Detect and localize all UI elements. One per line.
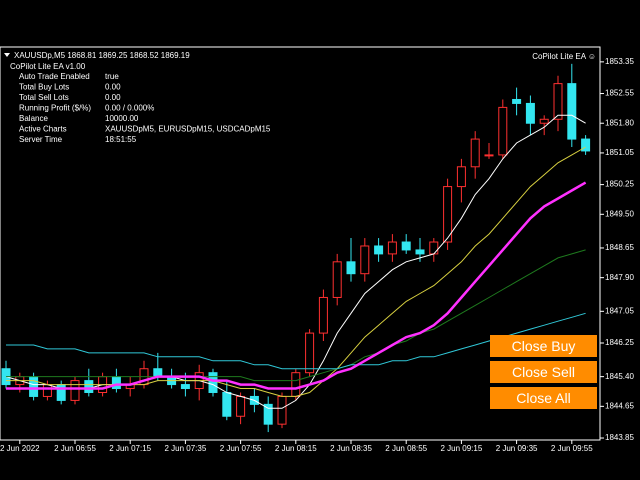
x-tick-label: 2 Jun 08:15 (275, 444, 317, 453)
y-tick-label: 1849.50 (605, 209, 634, 218)
candle-body (208, 372, 218, 393)
candle-body (84, 380, 94, 393)
panel-value: 10000.00 (105, 114, 139, 123)
y-tick-label: 1852.55 (605, 89, 634, 98)
panel-value: true (105, 72, 119, 81)
x-tick-label: 2 Jun 07:35 (164, 444, 206, 453)
candle-body (539, 118, 549, 124)
ea-label: CoPilot Lite EA ☺ (532, 52, 596, 61)
x-tick-label: 2 Jun 2022 (0, 444, 40, 453)
candle-body (525, 102, 535, 124)
symbol-info: XAUUSDp,M5 1868.81 1869.25 1868.52 1869.… (14, 51, 190, 60)
candle-body (581, 138, 591, 152)
candle-body (374, 245, 384, 255)
x-tick-label: 2 Jun 09:35 (496, 444, 538, 453)
x-tick-label: 2 Jun 08:55 (385, 444, 427, 453)
panel-value: 18:51:55 (105, 135, 137, 144)
y-tick-label: 1846.25 (605, 338, 634, 347)
panel-label: Server Time (19, 135, 63, 144)
close-buy-button[interactable]: Close Buy (490, 335, 597, 357)
candle-body (180, 384, 190, 390)
panel-label: Active Charts (19, 125, 67, 134)
candle-body (56, 384, 66, 401)
candle-body (291, 372, 301, 397)
y-tick-label: 1845.40 (605, 372, 634, 381)
candle-body (401, 241, 411, 251)
candle-body (512, 98, 522, 104)
candle-body (236, 395, 246, 417)
y-tick-label: 1847.90 (605, 273, 634, 282)
candle-body (484, 154, 494, 157)
candle-body (318, 296, 328, 334)
panel-value: 0.00 / 0.000% (105, 104, 154, 113)
candle-body (111, 376, 121, 390)
panel-value: XAUUSDpM5, EURUSDpM15, USDCADpM15 (105, 125, 271, 134)
candle-body (456, 166, 466, 188)
moving-average (6, 249, 586, 382)
x-tick-label: 2 Jun 07:15 (109, 444, 151, 453)
panel-value: 0.00 (105, 93, 121, 102)
panel-title: CoPilot Lite EA v1.00 (10, 62, 86, 71)
candle-body (29, 376, 39, 397)
candle-body (415, 249, 425, 255)
panel-label: Balance (19, 114, 48, 123)
panel-value: 0.00 (105, 83, 121, 92)
candle-body (429, 241, 439, 255)
candle-body (387, 241, 397, 255)
panel-label: Total Sell Lots (19, 93, 69, 102)
panel-label: Total Buy Lots (19, 83, 69, 92)
candle-body (470, 138, 480, 168)
candle-body (70, 380, 80, 401)
y-tick-label: 1844.65 (605, 401, 634, 410)
candle-body (567, 83, 577, 140)
y-tick-label: 1853.35 (605, 57, 634, 66)
candle-body (553, 83, 563, 120)
panel-label: Running Profit ($/%) (19, 104, 91, 113)
moving-average (6, 312, 586, 370)
candle-body (346, 261, 356, 275)
y-tick-label: 1851.05 (605, 148, 634, 157)
y-tick-label: 1848.65 (605, 243, 634, 252)
candle-body (222, 391, 232, 417)
x-tick-label: 2 Jun 06:55 (54, 444, 96, 453)
symbol-arrow (4, 53, 10, 57)
candle-body (443, 186, 453, 243)
y-tick-label: 1847.05 (605, 306, 634, 315)
x-tick-label: 2 Jun 09:15 (440, 444, 482, 453)
moving-average (6, 146, 586, 397)
y-tick-label: 1843.85 (605, 433, 634, 442)
x-tick-label: 2 Jun 07:55 (220, 444, 262, 453)
y-tick-label: 1851.80 (605, 118, 634, 127)
candle-body (332, 261, 342, 298)
panel-label: Auto Trade Enabled (19, 72, 90, 81)
y-tick-label: 1850.25 (605, 180, 634, 189)
close-sell-button[interactable]: Close Sell (490, 361, 597, 383)
candle-body (305, 332, 315, 374)
candle-body (360, 245, 370, 275)
candle-body (263, 403, 273, 425)
moving-average (6, 181, 587, 390)
x-tick-label: 2 Jun 08:35 (330, 444, 372, 453)
candle-body (498, 106, 508, 156)
candle-body (277, 395, 287, 425)
candle-body (42, 384, 52, 397)
close-all-button[interactable]: Close All (490, 387, 597, 409)
x-tick-label: 2 Jun 09:55 (551, 444, 593, 453)
